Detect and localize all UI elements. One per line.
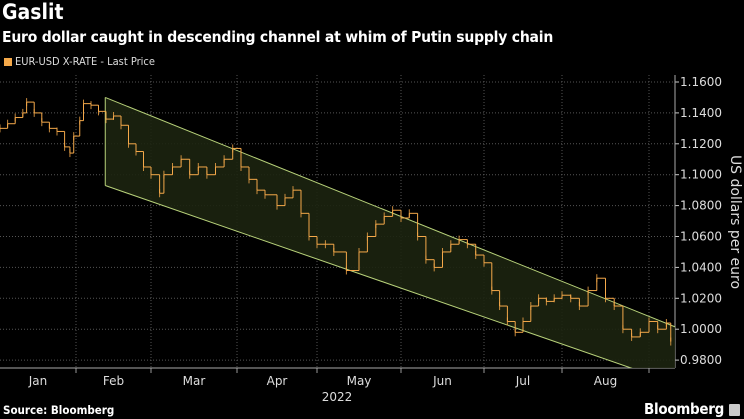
bloomberg-logo: Bloomberg bbox=[644, 400, 724, 418]
chart-subtitle: Euro dollar caught in descending channel… bbox=[2, 28, 554, 46]
y-tick-label: 1.1000 bbox=[680, 168, 722, 182]
legend: EUR-USD X-RATE - Last Price bbox=[4, 55, 155, 68]
y-tick-label: 1.1600 bbox=[680, 75, 722, 89]
chart-title: Gaslit bbox=[2, 0, 64, 24]
channel-upper-line bbox=[105, 96, 675, 328]
channel-fill bbox=[105, 97, 675, 368]
x-tick-label: Apr bbox=[267, 374, 288, 388]
y-axis-title: US dollars per euro bbox=[727, 155, 743, 289]
y-tick-label: 1.0200 bbox=[680, 291, 722, 305]
x-tick-label: Jul bbox=[515, 374, 530, 388]
x-tick-label: Aug bbox=[594, 374, 617, 388]
source-note: Source: Bloomberg bbox=[3, 403, 115, 417]
y-tick-label: 1.1200 bbox=[680, 137, 722, 151]
x-tick-label: Jan bbox=[28, 374, 48, 388]
channel-lower-line bbox=[105, 185, 633, 368]
x-axis-title: 2022 bbox=[322, 390, 353, 404]
x-tick-label: Feb bbox=[103, 374, 124, 388]
x-tick-label: May bbox=[347, 374, 372, 388]
x-tick-label: Jun bbox=[432, 374, 452, 388]
y-tick-label: 1.0800 bbox=[680, 199, 722, 213]
x-tick-label: Mar bbox=[183, 374, 206, 388]
y-tick-label: 1.0600 bbox=[680, 230, 722, 244]
y-tick-label: 1.0400 bbox=[680, 260, 722, 274]
y-tick-label: 0.9800 bbox=[680, 353, 722, 367]
legend-swatch-icon bbox=[4, 57, 12, 66]
y-tick-label: 1.1400 bbox=[680, 106, 722, 120]
bloomberg-chart-icon bbox=[729, 404, 740, 416]
legend-label: EUR-USD X-RATE - Last Price bbox=[15, 55, 155, 68]
y-tick-label: 1.0000 bbox=[680, 322, 722, 336]
